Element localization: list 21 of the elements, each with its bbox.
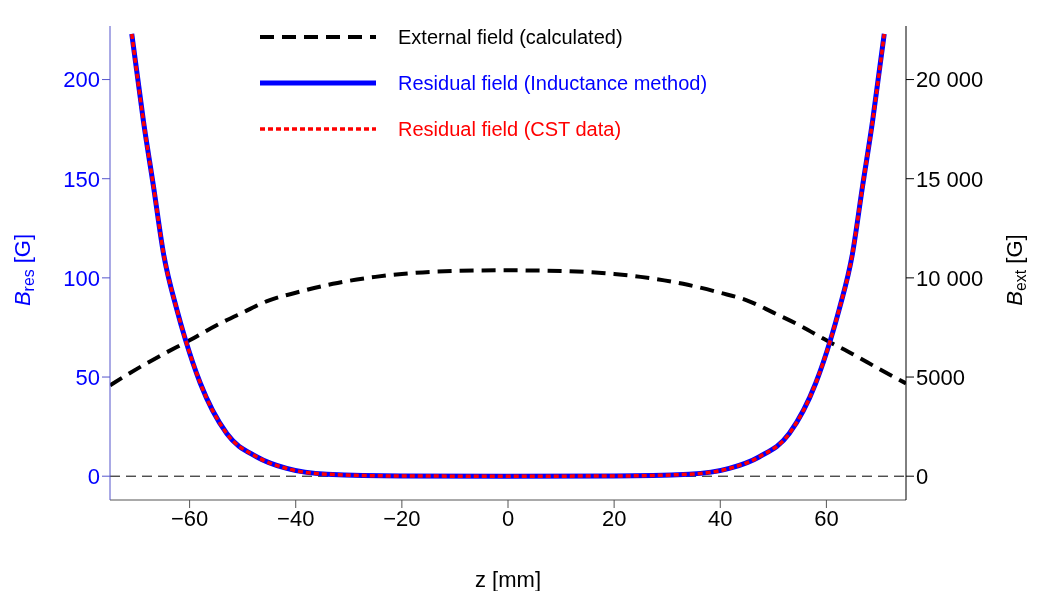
y2-tick-label: 5000 — [916, 364, 965, 390]
x-axis-title: z [mm] — [475, 567, 541, 591]
x-tick-label: −20 — [383, 505, 421, 531]
y2-tick-label: 20 000 — [916, 67, 984, 93]
y2-tick-label: 15 000 — [916, 166, 984, 192]
y-tick-label: 50 — [75, 364, 100, 390]
y2-tick-label: 10 000 — [916, 265, 984, 291]
text: Residual field (CST data) — [398, 117, 622, 141]
y-tick-label: 0 — [87, 464, 100, 490]
y-tick-label: 150 — [63, 166, 100, 192]
x-tick-label: −60 — [170, 505, 209, 531]
y-tick-label: 100 — [63, 265, 100, 291]
x-tick-label: −40 — [277, 505, 315, 531]
y-tick-label: 200 — [63, 67, 100, 93]
x-tick-label: 0 — [501, 505, 515, 531]
text: External field (calculated) — [398, 25, 623, 49]
x-tick-label: 40 — [708, 505, 733, 531]
y2-tick-label: 0 — [916, 464, 929, 490]
text: Residual field (Inductance method) — [398, 71, 708, 95]
x-tick-label: 20 — [601, 505, 627, 531]
x-tick-label: 60 — [814, 505, 839, 531]
